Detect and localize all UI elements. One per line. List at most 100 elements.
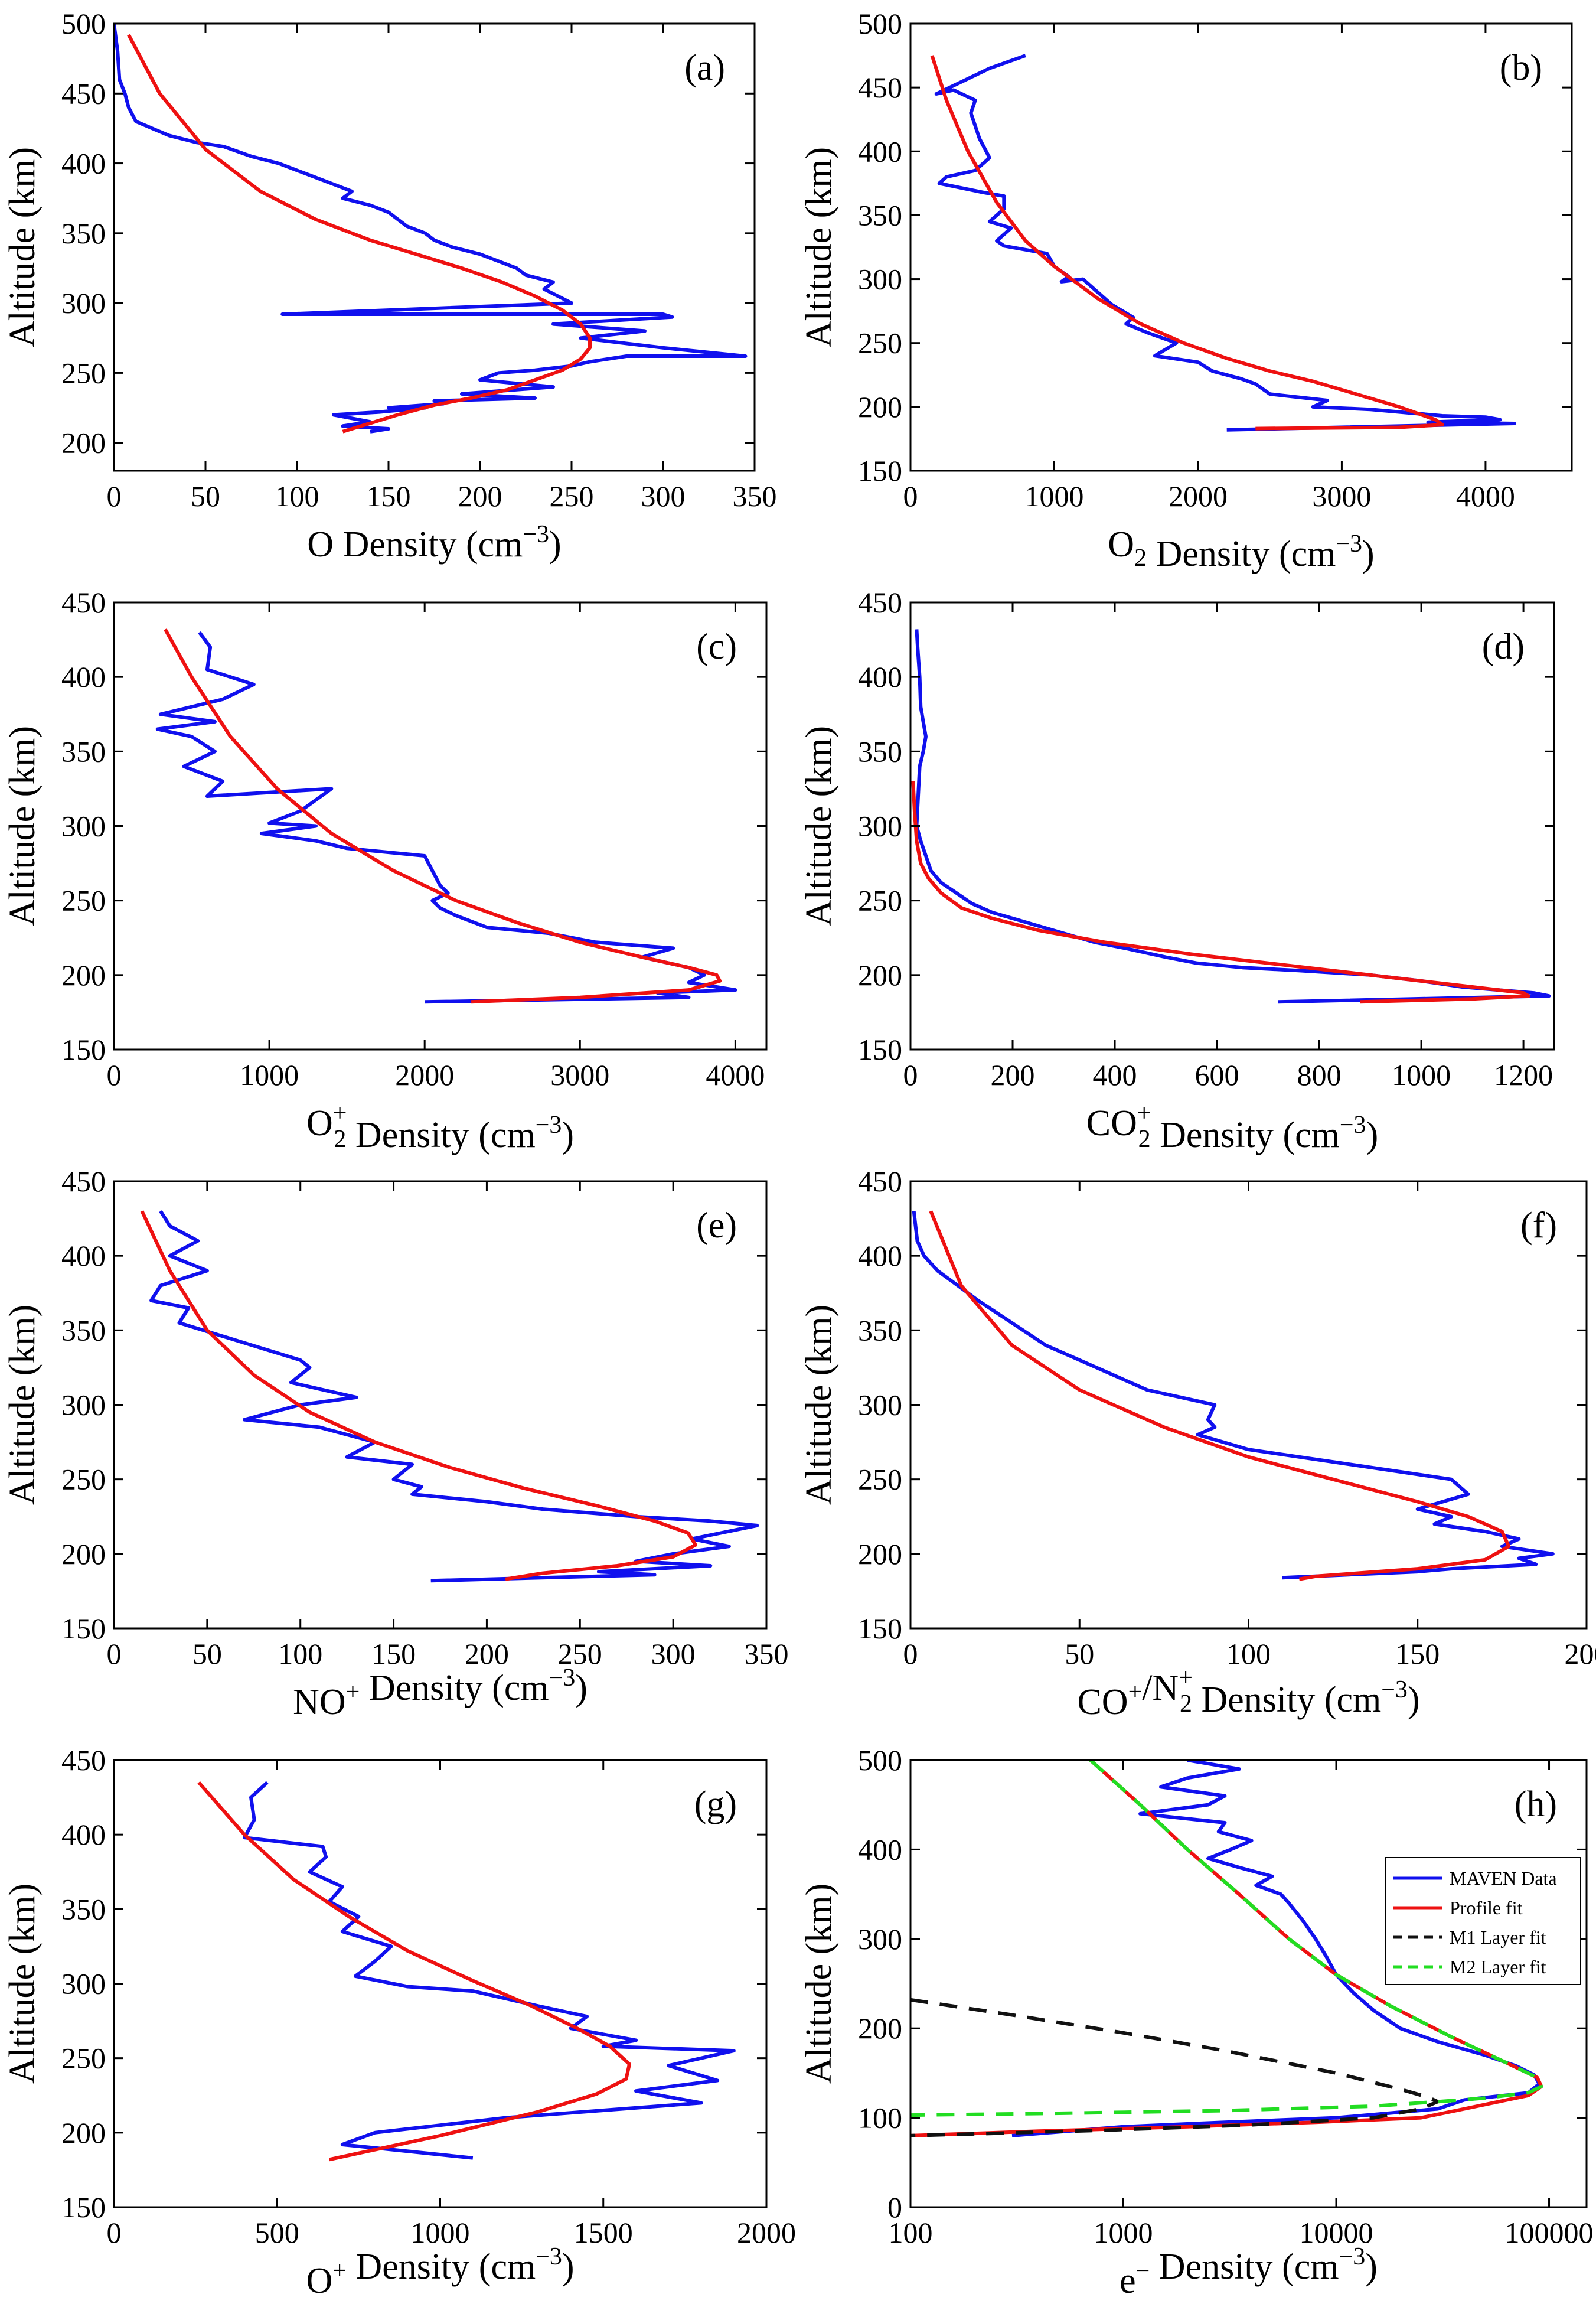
series-data-h <box>1011 1760 1541 2137</box>
legend-entry: MAVEN Data <box>1450 1868 1557 1889</box>
plot-frame <box>113 22 756 472</box>
y-tick-label: 500 <box>858 1744 902 1777</box>
y-tick-label: 450 <box>858 71 902 104</box>
y-tick-label: 250 <box>61 2042 106 2075</box>
x-tick-label: 1000 <box>1094 2216 1153 2249</box>
y-tick-label: 400 <box>61 660 106 693</box>
series-fit-g <box>197 1781 631 2162</box>
legend: MAVEN Data Profile fit M1 Layer fit M2 Laye… <box>1385 1857 1581 1985</box>
legend-entry: M1 Layer fit <box>1450 1927 1546 1948</box>
series-data-e <box>149 1210 759 1583</box>
x-axis-label: e− Density (cm−3) <box>1120 2243 1378 2301</box>
x-tick-label: 0 <box>107 1058 122 1091</box>
y-tick-label: 350 <box>858 1314 902 1347</box>
plot-frame <box>909 22 1573 472</box>
y-tick-label: 400 <box>858 135 902 168</box>
x-tick-label: 100 <box>275 480 319 513</box>
x-tick-label: 10000 <box>1300 2216 1373 2249</box>
x-axis-label: NO+ Density (cm−3) <box>293 1664 588 1722</box>
x-tick-label: 1000 <box>1024 480 1083 513</box>
plot-frame <box>909 1759 1588 2208</box>
y-tick-label: 400 <box>858 1239 902 1272</box>
y-tick-label: 350 <box>61 1314 106 1347</box>
y-tick-label: 350 <box>61 1892 106 1925</box>
y-tick-label: 250 <box>61 356 106 389</box>
series-fit-c <box>164 628 722 1004</box>
x-tick-label: 300 <box>641 480 686 513</box>
x-tick-label: 600 <box>1195 1058 1239 1091</box>
y-tick-label: 100 <box>858 2101 902 2135</box>
series-data-g <box>243 1781 736 2160</box>
panel-label: (b) <box>1500 48 1542 88</box>
y-tick-label: 350 <box>858 735 902 768</box>
y-tick-label: 200 <box>858 2012 902 2045</box>
x-tick-label: 0 <box>107 1637 122 1670</box>
x-tick-label: 2000 <box>1169 480 1228 513</box>
series-fit-a <box>127 34 592 434</box>
x-axis-label: CO+ 2 Density (cm−3) <box>1086 1100 1378 1155</box>
y-tick-label: 500 <box>858 7 902 40</box>
y-tick-label: 350 <box>61 735 106 768</box>
y-tick-label: 200 <box>858 959 902 992</box>
x-tick-label: 100 <box>1226 1637 1271 1670</box>
y-tick-label: 150 <box>858 1033 902 1066</box>
y-tick-label: 300 <box>858 810 902 843</box>
y-tick-label: 150 <box>858 454 902 487</box>
panel-b: 0 1000 2000 3000 4000 150 200 250 300 350 400 450 50… <box>799 7 1573 574</box>
x-tick-label: 50 <box>1065 1637 1094 1670</box>
x-tick-label: 200 <box>465 1637 509 1670</box>
y-tick-label: 200 <box>61 959 106 992</box>
panel-e: 0 50 100 150 200 250 300 350 150 200 250 300 350 400 4… <box>2 1165 789 1722</box>
x-tick-label: 350 <box>733 480 777 513</box>
series-data-d <box>915 629 1551 1004</box>
panel-label: (c) <box>696 627 737 667</box>
x-tick-label: 200 <box>1565 1637 1596 1670</box>
x-tick-label: 100 <box>278 1637 322 1670</box>
x-axis-label: O2 Density (cm−3) <box>1108 524 1374 574</box>
y-tick-label: 250 <box>858 1463 902 1496</box>
y-tick-label: 250 <box>61 1463 106 1496</box>
series-data-c <box>155 631 737 1004</box>
series-fit-d <box>911 781 1530 1004</box>
y-tick-label: 150 <box>858 1612 902 1645</box>
y-tick-label: 350 <box>61 217 106 250</box>
y-axis-label: Altitude (km) <box>799 1884 839 2084</box>
y-tick-label: 150 <box>61 2191 106 2224</box>
x-tick-label: 50 <box>191 480 220 513</box>
x-tick-label: 150 <box>367 480 411 513</box>
y-axis-label: Altitude (km) <box>2 1305 43 1505</box>
x-tick-label: 200 <box>991 1058 1035 1091</box>
y-tick-label: 450 <box>61 77 106 110</box>
panel-label: (d) <box>1482 627 1525 667</box>
panel-f: 0 50 100 150 200 150 200 250 300 350 400 450 Altitud… <box>799 1165 1596 1722</box>
y-tick-label: 300 <box>61 810 106 843</box>
y-tick-label: 200 <box>61 2116 106 2149</box>
x-tick-label: 1200 <box>1494 1058 1553 1091</box>
y-axis-label: Altitude (km) <box>2 147 43 347</box>
panel-a: 0 50 100 150 200 250 300 350 200 250 300 350 400 450 5… <box>2 7 777 565</box>
y-tick-label: 250 <box>61 884 106 917</box>
panel-label: (f) <box>1520 1205 1557 1246</box>
series-fit-f <box>929 1210 1511 1581</box>
x-tick-label: 4000 <box>706 1058 765 1091</box>
x-tick-label: 0 <box>903 480 918 513</box>
x-tick-label: 100 <box>889 2216 933 2249</box>
y-tick-label: 300 <box>61 1967 106 2000</box>
y-tick-label: 350 <box>858 198 902 232</box>
x-axis-label: O+ Density (cm−3) <box>306 2243 574 2301</box>
x-tick-label: 1000 <box>1392 1058 1451 1091</box>
x-tick-label: 2000 <box>737 2216 796 2249</box>
y-tick-label: 300 <box>61 1389 106 1422</box>
series-data-f <box>912 1211 1555 1580</box>
panel-h: 100 1000 10000 1000000100200300400500Altitu… <box>799 1744 1594 2301</box>
y-tick-label: 300 <box>61 286 106 320</box>
legend-entry: M2 Layer fit <box>1450 1956 1546 1977</box>
y-tick-label: 300 <box>858 1923 902 1956</box>
x-axis-label: CO+/N+ 2 Density (cm−3) <box>1077 1664 1419 1722</box>
panel-d: 0 200 400 600 800 1000 1200 150 200 250 300 350 400 4… <box>799 586 1555 1155</box>
x-tick-label: 50 <box>192 1637 222 1670</box>
x-tick-label: 300 <box>651 1637 696 1670</box>
panel-g: 0 500 1000 1500 2000 150 200 250 300 350 400 450 Alt… <box>2 1744 796 2301</box>
x-tick-label: 2000 <box>395 1058 454 1091</box>
